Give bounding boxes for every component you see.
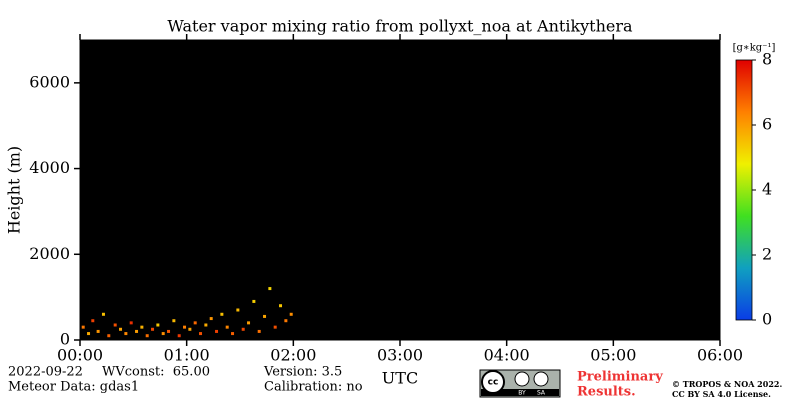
heatmap-cell bbox=[257, 329, 261, 333]
wvconst: WVconst: 65.00 bbox=[102, 365, 210, 380]
cc-badge: cc BY SA bbox=[479, 369, 561, 398]
meteor-data: Meteor Data: gdas1 bbox=[8, 380, 139, 395]
heatmap-cell bbox=[156, 323, 160, 327]
x-tick-label: 05:00 bbox=[590, 346, 636, 365]
heatmap-cell bbox=[113, 323, 117, 327]
heatmap-cell bbox=[279, 304, 283, 308]
heatmap-cell bbox=[183, 325, 187, 329]
date: 2022-09-22 bbox=[8, 365, 83, 380]
preliminary: Results. bbox=[577, 385, 636, 400]
x-tick-label: 02:00 bbox=[270, 346, 316, 365]
heatmap-cell bbox=[129, 321, 133, 325]
heatmap-cell bbox=[124, 332, 128, 336]
x-tick-label: 04:00 bbox=[484, 346, 530, 365]
heatmap-cell bbox=[172, 319, 176, 323]
heatmap-cell bbox=[177, 334, 181, 338]
colorbar-tick-label: 6 bbox=[762, 115, 772, 134]
colorbar-tick-label: 0 bbox=[762, 310, 772, 329]
colorbar-tick-label: 2 bbox=[762, 245, 772, 264]
heatmap-cell bbox=[119, 327, 123, 331]
y-tick-label: 4000 bbox=[29, 158, 70, 177]
heatmap-cell bbox=[241, 327, 245, 331]
heatmap-cell bbox=[231, 332, 235, 336]
copyright: © TROPOS & NOA 2022. bbox=[672, 379, 782, 389]
heatmap-cell bbox=[140, 325, 144, 329]
x-axis-label: UTC bbox=[382, 369, 418, 388]
heatmap-cell bbox=[199, 332, 203, 336]
x-tick-label: 03:00 bbox=[377, 346, 423, 365]
x-tick-label: 00:00 bbox=[57, 346, 103, 365]
colorbar-label: [g∗kg⁻¹] bbox=[733, 43, 776, 54]
preliminary: Preliminary bbox=[577, 370, 663, 385]
heatmap-cell bbox=[268, 287, 272, 291]
x-tick-label: 01:00 bbox=[164, 346, 210, 365]
heatmap-cell bbox=[252, 299, 256, 303]
heatmap-cell bbox=[91, 319, 95, 323]
badge-by: BY bbox=[518, 390, 526, 397]
heatmap-cell bbox=[236, 308, 240, 312]
heatmap-cell bbox=[289, 312, 293, 316]
heatmap-cell bbox=[81, 325, 85, 329]
heatmap-cell bbox=[161, 332, 165, 336]
heatmap-cell bbox=[151, 327, 155, 331]
heatmap-cell bbox=[204, 323, 208, 327]
heatmap-cell bbox=[263, 314, 267, 318]
heatmap-cell bbox=[96, 329, 100, 333]
heatmap-cell bbox=[167, 329, 171, 333]
heatmap-cell bbox=[273, 325, 277, 329]
y-tick-label: 0 bbox=[60, 330, 70, 349]
version: Version: 3.5 bbox=[263, 365, 342, 380]
heatmap-cell bbox=[284, 319, 288, 323]
svg-text:cc: cc bbox=[488, 378, 499, 388]
plot-area bbox=[80, 40, 720, 340]
heatmap-cell bbox=[193, 321, 197, 325]
colorbar bbox=[735, 59, 753, 321]
colorbar-tick-label: 8 bbox=[762, 50, 772, 69]
heatmap-cell bbox=[188, 327, 192, 331]
heatmap-cell bbox=[145, 334, 149, 338]
heatmap-cell bbox=[209, 317, 213, 321]
heatmap-cell bbox=[220, 312, 224, 316]
heatmap-cell bbox=[215, 329, 219, 333]
calibration: Calibration: no bbox=[264, 380, 363, 395]
heatmap-cell bbox=[247, 321, 251, 325]
badge-sa: SA bbox=[537, 390, 546, 397]
heatmap-cell bbox=[107, 334, 111, 338]
heatmap-cell bbox=[87, 332, 91, 336]
y-axis-label: Height (m) bbox=[5, 146, 24, 234]
colorbar-tick-label: 4 bbox=[762, 180, 772, 199]
heatmap-cell bbox=[135, 329, 139, 333]
chart-title: Water vapor mixing ratio from pollyxt_no… bbox=[167, 17, 633, 36]
y-tick-label: 6000 bbox=[29, 72, 70, 91]
y-tick-label: 2000 bbox=[29, 244, 70, 263]
heatmap-cell bbox=[225, 325, 229, 329]
heatmap-cell bbox=[101, 312, 105, 316]
x-tick-label: 06:00 bbox=[697, 346, 743, 365]
license: CC BY SA 4.0 License. bbox=[672, 389, 771, 399]
